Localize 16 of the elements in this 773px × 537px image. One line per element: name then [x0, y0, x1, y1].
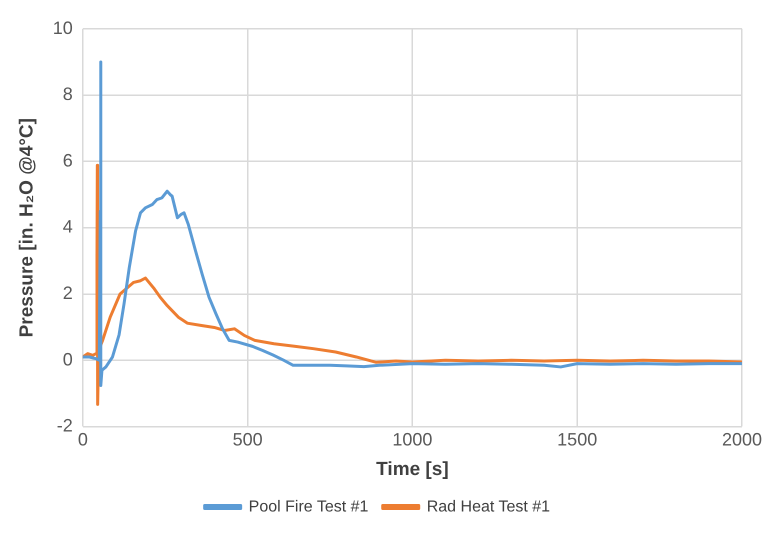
legend-label: Rad Heat Test #1 [426, 498, 550, 516]
legend-label: Pool Fire Test #1 [248, 498, 369, 516]
x-tick-label: 500 [232, 429, 263, 450]
x-tick-label: 1000 [392, 429, 432, 450]
y-tick-label: 10 [52, 18, 73, 38]
y-tick-label: 6 [62, 150, 73, 170]
y-tick-label: 4 [62, 216, 73, 237]
y-tick-label: 8 [62, 84, 73, 104]
y-tick-label: 0 [62, 349, 73, 370]
x-tick-label: 0 [78, 429, 88, 450]
x-tick-label: 2000 [722, 429, 762, 450]
x-tick-label: 1500 [557, 429, 598, 450]
y-axis-title: Pressure [in. H₂O @4°C] [16, 118, 38, 338]
y-tick-label: -2 [56, 416, 73, 436]
y-tick-label: 2 [62, 282, 73, 303]
x-axis-title: Time [s] [376, 458, 449, 480]
